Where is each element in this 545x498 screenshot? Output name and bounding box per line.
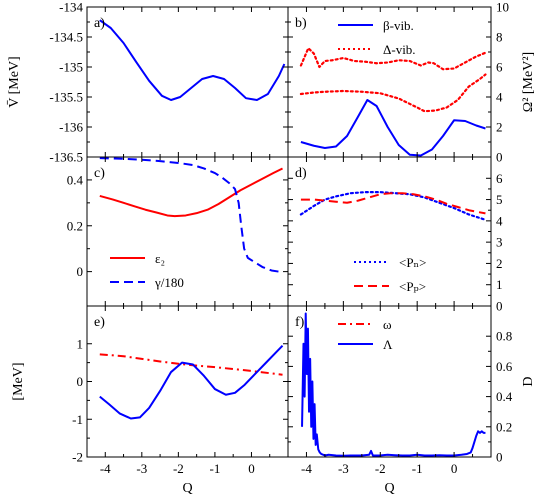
- y-tick-label: 0.8: [496, 329, 512, 344]
- y-tick-label: 1: [77, 336, 84, 351]
- panel-b: 0 2 4 6 8 10 b) Ω² [MeV²] β-vib. Δ-vib.: [287, 0, 536, 165]
- y-tick-label: 0: [496, 150, 503, 165]
- x-tick-label: -1: [412, 461, 423, 476]
- y-tick-label: -134: [59, 0, 83, 15]
- y-tick-label: 0: [496, 450, 503, 465]
- y-tick-label: 0.6: [496, 359, 513, 374]
- x-tick-label: -1: [209, 461, 220, 476]
- y-tick-label: 1: [496, 277, 503, 292]
- series-line-1: [99, 353, 283, 376]
- series-line-1: [99, 167, 283, 218]
- plot-frame: [86, 6, 289, 158]
- series-group: [99, 157, 283, 273]
- panel-f: 0 0.2 0.4 0.6 0.8 -4 -3 -2 -1 0 Qf) D: [287, 305, 536, 496]
- x-tick-label: -4: [100, 461, 111, 476]
- series-line-1: [301, 312, 486, 457]
- y-tick-label: 4: [496, 90, 503, 105]
- x-tick-label: -2: [173, 461, 184, 476]
- x-axis-label: Q: [182, 481, 192, 496]
- x-axis-label: Q: [384, 481, 394, 496]
- panel-d: 0 1 2 3 4 5 6 d) <Pₙ> <Pₚ>: [287, 156, 503, 314]
- series-group: [301, 312, 486, 457]
- panels: -134-134.5-135-135.5-136-136.5a)V̄ [MeV]…: [6, 0, 536, 496]
- x-tick-label: 0: [451, 461, 458, 476]
- y-tick-label: 0.4: [67, 172, 84, 187]
- legend-label: β-vib.: [383, 18, 414, 33]
- panel-label: c): [94, 166, 105, 181]
- panel-e: -2 -1 0 1 -4 -3 -2 -1 0 Qe) [MeV] ωΛ: [11, 305, 393, 496]
- y-axis-label: Ω² [MeV²]: [521, 52, 536, 112]
- legend-label: <Pₙ>: [399, 255, 427, 270]
- series-group: [99, 344, 284, 420]
- y-tick-label: 2: [496, 256, 503, 271]
- series-line-1: [299, 191, 487, 221]
- panel-label: a): [94, 16, 105, 31]
- y-tick-label: 4: [496, 213, 503, 228]
- x-tick-label: -3: [136, 461, 147, 476]
- y-tick-label: 0: [77, 264, 84, 279]
- y-tick-label: -134.5: [49, 30, 83, 45]
- y-axis-label: V̄ [MeV]: [6, 56, 22, 107]
- plot-frame: [86, 156, 289, 307]
- y-tick-label: 0: [77, 374, 84, 389]
- y-tick-label: -136: [59, 120, 83, 135]
- legend-label: γ/180: [154, 275, 184, 290]
- panel-label: b): [295, 16, 307, 31]
- plot-frame: [287, 156, 492, 307]
- legend-label: <Pₚ>: [399, 279, 426, 294]
- series-group: [299, 47, 487, 157]
- y-tick-label: 5: [496, 192, 503, 207]
- panel-label: f): [295, 315, 305, 330]
- series-line-1: [99, 19, 286, 101]
- y-tick-label: 10: [496, 0, 509, 15]
- y-tick-label: 0: [496, 299, 503, 314]
- y-tick-label: -2: [72, 450, 83, 465]
- y-tick-label: 0.2: [496, 419, 512, 434]
- series-line-2: [300, 192, 486, 215]
- panel-label: e): [94, 315, 105, 330]
- y-tick-label: -136.5: [49, 150, 83, 165]
- series-line-3: [299, 73, 487, 113]
- panel-c: 0 0.2 0.4 c) ε₂ γ/180: [67, 156, 289, 307]
- y-axis-label: [MeV]: [11, 362, 26, 400]
- y-tick-label: 6: [496, 60, 503, 75]
- y-tick-label: 0.4: [496, 389, 513, 404]
- series-line-2: [99, 157, 280, 273]
- legend-label: Δ-vib.: [383, 42, 416, 57]
- series-line-1: [300, 99, 486, 157]
- legend-label: Λ: [383, 337, 393, 352]
- x-tick-label: 0: [248, 461, 255, 476]
- y-tick-label: 3: [496, 235, 503, 250]
- y-tick-label: 2: [496, 120, 503, 135]
- legend-label: ω: [383, 317, 392, 332]
- x-tick-label: -2: [375, 461, 386, 476]
- y-tick-label: 0.2: [67, 218, 83, 233]
- series-line-2: [99, 344, 284, 420]
- panel-a: -134 -134.5 -135 -135.5 -136 -136.5 a) V̄ [MeV]: [6, 0, 289, 165]
- series-group: [299, 191, 487, 221]
- y-tick-label: 8: [496, 30, 503, 45]
- plot-frame: [86, 305, 289, 458]
- y-tick-label: 6: [496, 171, 503, 186]
- y-axis-label: D: [521, 376, 536, 386]
- legend-label: ε₂: [155, 251, 165, 266]
- series-group: [99, 19, 286, 101]
- series-line-2: [299, 47, 487, 71]
- x-tick-label: -3: [338, 461, 349, 476]
- panel-label: d): [295, 166, 307, 181]
- x-tick-label: -4: [301, 461, 312, 476]
- y-tick-label: -135: [59, 60, 83, 75]
- y-tick-label: -135.5: [49, 90, 83, 105]
- y-tick-label: -1: [72, 412, 83, 427]
